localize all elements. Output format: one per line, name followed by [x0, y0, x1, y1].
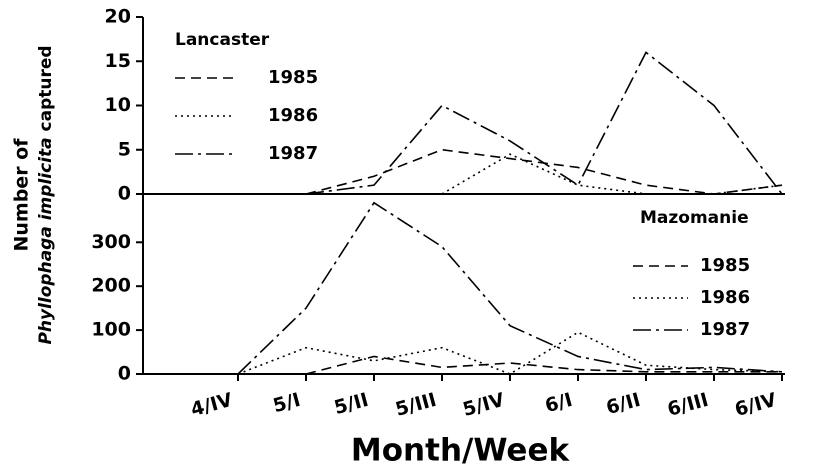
legend-title: Mazomanie: [640, 208, 749, 228]
x-tick-label: 5/IV: [461, 389, 507, 421]
legend-label: 1985: [268, 67, 318, 88]
series-line: [305, 148, 783, 195]
x-tick-label: 5/II: [332, 389, 371, 419]
y-tick-label: 0: [118, 183, 131, 205]
series-line: [237, 331, 783, 375]
series-line: [305, 355, 782, 375]
y-tick-label: 5: [118, 138, 131, 160]
legend-label: 1986: [700, 287, 750, 308]
y-tick-label: 200: [91, 275, 131, 297]
x-axis-title: Month/Week: [351, 433, 571, 469]
legend-label: 1987: [700, 319, 750, 340]
series-line: [237, 201, 783, 375]
y-axis-title-rest: captured: [36, 45, 56, 131]
x-tick-label: 6/II: [604, 389, 643, 419]
legend-title: Lancaster: [175, 30, 270, 50]
y-tick-label: 0: [118, 363, 131, 385]
x-tick-label: 4/IV: [189, 389, 235, 421]
y-tick-label: 10: [105, 94, 131, 116]
y-axis-title-italic: Phyllophaga implicita: [36, 137, 56, 344]
legend-label: 1987: [268, 143, 318, 164]
y-tick-label: 300: [91, 231, 131, 253]
y-tick-label: 20: [105, 6, 131, 28]
y-tick-label: 15: [105, 50, 131, 72]
x-tick-label: 6/IV: [733, 389, 779, 421]
y-axis-title-line: Phyllophaga implicita captured: [36, 45, 56, 344]
legend-label: 1986: [268, 105, 318, 126]
y-tick-label: 100: [91, 319, 131, 341]
x-tick-label: 6/III: [665, 389, 711, 421]
x-tick-label: 5/I: [271, 389, 303, 417]
y-axis-title: Number of Phyllophaga implicita captured: [11, 45, 57, 344]
y-axis-title-line: Number of: [11, 138, 33, 252]
series-line: [305, 51, 783, 195]
x-tick-label: 5/III: [393, 389, 439, 421]
legend-label: 1985: [700, 255, 750, 276]
series-line: [441, 153, 783, 195]
x-tick-label: 6/I: [543, 389, 575, 417]
